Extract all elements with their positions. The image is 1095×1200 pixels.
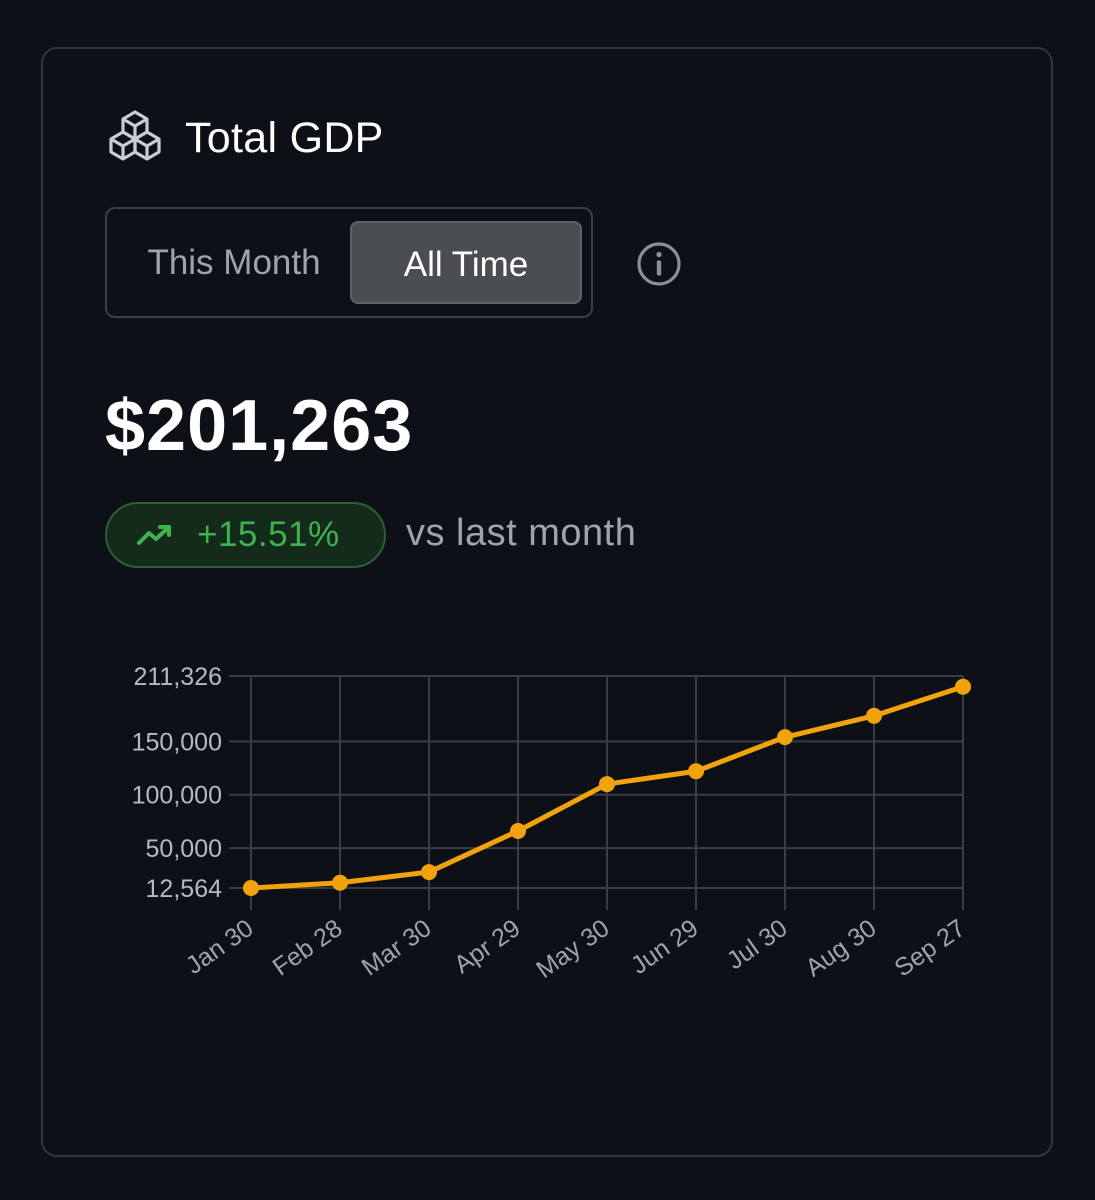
period-toggle: This Month All Time (105, 207, 593, 318)
trending-up-icon (137, 525, 171, 545)
comparison-label: vs last month (406, 512, 637, 554)
cubes-icon (109, 110, 161, 161)
toggle-all-time[interactable]: All Time (350, 221, 582, 304)
card-title: Total GDP (185, 114, 384, 162)
change-percent: +15.51% (197, 515, 340, 554)
info-icon[interactable] (636, 241, 682, 287)
card-header: Total GDP (105, 108, 384, 168)
toggle-this-month[interactable]: This Month (147, 243, 321, 282)
change-badge: +15.51% (105, 502, 386, 568)
total-amount: $201,263 (105, 386, 414, 466)
